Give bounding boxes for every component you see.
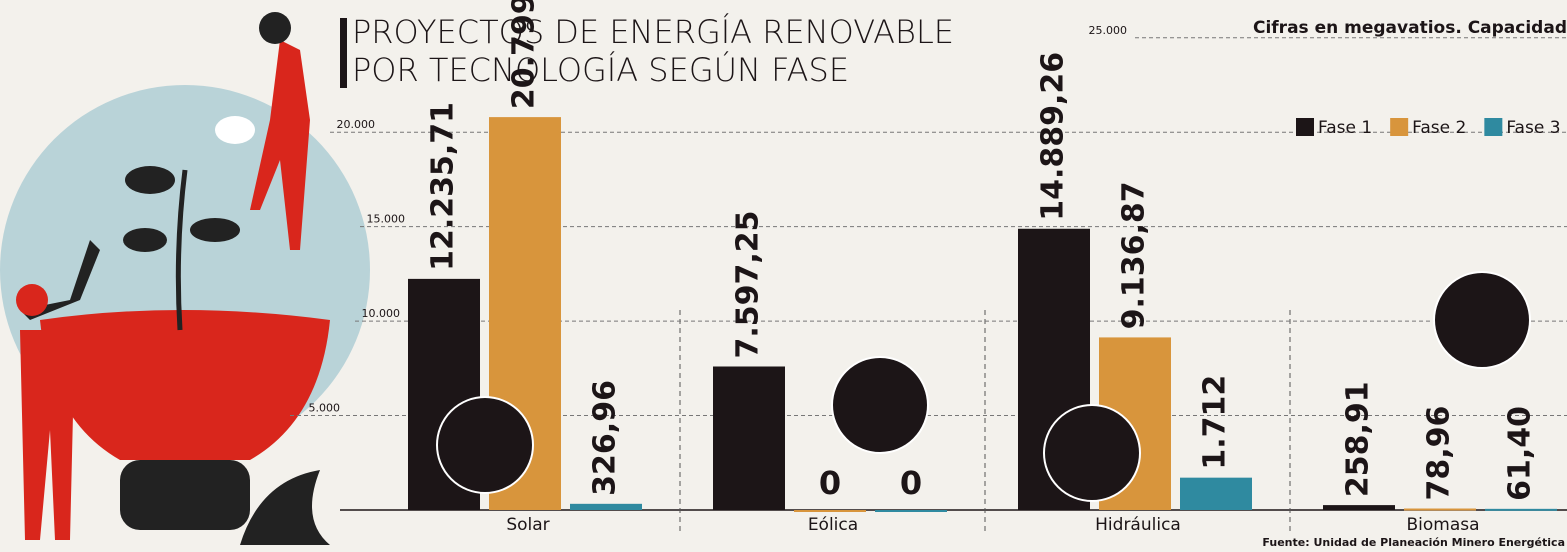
- legend-swatch: [1390, 118, 1408, 136]
- value-label: 1.712: [1198, 375, 1233, 470]
- subtitle: Cifras en megavatios. Capacidad: [1253, 18, 1567, 38]
- value-label: 258,91: [1341, 381, 1376, 497]
- x-tick-label: Eólica: [808, 515, 858, 535]
- y-tick-label: 10.000: [362, 307, 401, 320]
- bar: [713, 366, 785, 510]
- y-tick-label: 15.000: [367, 213, 406, 226]
- legend-label: Fase 2: [1412, 118, 1466, 138]
- chart-title: PROYECTOS DE ENERGÍA RENOVABLE: [352, 13, 954, 51]
- value-label: 9.136,87: [1117, 181, 1152, 329]
- value-label: 78,96: [1422, 406, 1457, 501]
- y-tick-label: 20.000: [337, 118, 376, 131]
- value-label: 7.597,25: [731, 210, 766, 358]
- value-label: 12.235,71: [426, 102, 461, 271]
- value-label: 326,96: [588, 380, 623, 496]
- value-label: 20.799,85: [507, 0, 542, 109]
- x-tick-label: Solar: [506, 515, 549, 535]
- x-tick-label: Biomasa: [1406, 515, 1479, 535]
- value-label: 14.889,26: [1036, 52, 1071, 221]
- illustration: [0, 12, 370, 545]
- legend-label: Fase 1: [1318, 118, 1372, 138]
- source: Fuente: Unidad de Planeación Minero Ener…: [1262, 536, 1565, 549]
- category-icon: [832, 357, 928, 453]
- category-icon: [1044, 405, 1140, 501]
- legend-swatch: [1484, 118, 1502, 136]
- legend-label: Fase 3: [1506, 118, 1560, 138]
- bar: [570, 504, 642, 510]
- value-label: 0: [819, 464, 841, 502]
- bar: [1485, 509, 1557, 511]
- y-tick-label: 5.000: [309, 402, 341, 415]
- value-label: 0: [900, 464, 922, 502]
- chart: PROYECTOS DE ENERGÍA RENOVABLE POR TECNO…: [0, 0, 1567, 552]
- bar: [794, 510, 866, 512]
- category-icon: [1434, 272, 1530, 368]
- bar: [1404, 509, 1476, 511]
- title-bar: [340, 18, 347, 88]
- bar: [875, 510, 947, 512]
- chart-title: POR TECNOLOGÍA SEGÚN FASE: [352, 50, 849, 89]
- category-icon: [437, 397, 533, 493]
- bar: [1323, 505, 1395, 510]
- value-label: 61,40: [1503, 406, 1538, 501]
- y-tick-label: 25.000: [1089, 24, 1128, 37]
- legend-swatch: [1296, 118, 1314, 136]
- bar: [1180, 478, 1252, 510]
- x-tick-label: Hidráulica: [1095, 515, 1181, 535]
